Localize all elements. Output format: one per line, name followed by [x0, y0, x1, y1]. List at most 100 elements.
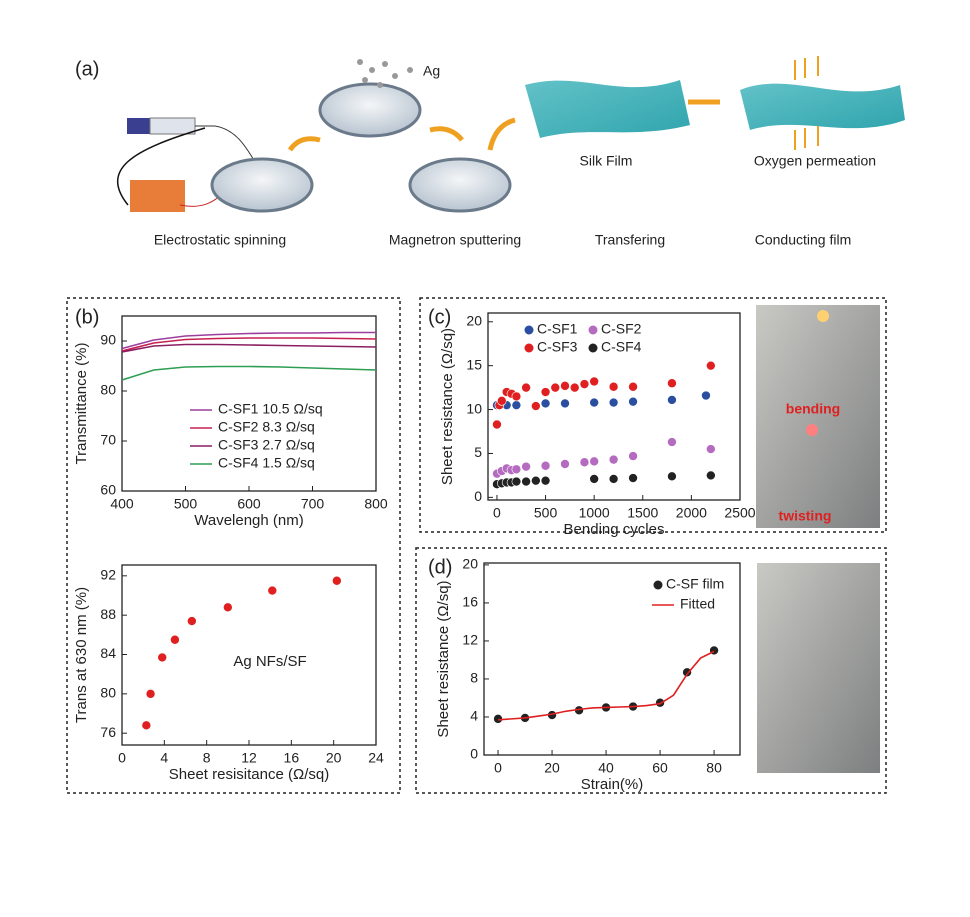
- plot-frame: [487, 312, 741, 501]
- data-point: [157, 652, 168, 663]
- x-tick-label: 1500: [627, 505, 658, 521]
- data-point: [511, 391, 522, 402]
- y-tick-label: 15: [466, 356, 482, 372]
- legend-swatch: [653, 580, 663, 590]
- legend-label: C-SF2: [601, 321, 642, 337]
- y-axis-label: Sheet resistance (Ω/sq): [435, 580, 452, 737]
- data-point: [540, 475, 551, 486]
- data-point: [540, 460, 551, 471]
- data-point: [145, 689, 156, 699]
- step-label: Silk Film: [580, 153, 633, 169]
- photo: [756, 305, 880, 528]
- data-point: [511, 400, 522, 410]
- data-point: [531, 401, 541, 411]
- legend-label: C-SF4 1.5 Ω/sq: [218, 455, 315, 471]
- x-tick-label: 20: [544, 760, 560, 776]
- x-tick-label: 600: [237, 496, 261, 512]
- legend-label: C-SF3 2.7 Ω/sq: [218, 437, 315, 453]
- data-point: [589, 397, 599, 408]
- wire: [116, 127, 206, 206]
- y-tick-label: 16: [462, 594, 478, 610]
- x-tick-label: 16: [284, 750, 300, 766]
- led: [817, 310, 829, 322]
- data-point: [579, 457, 590, 468]
- step-label: Magnetron sputtering: [389, 232, 521, 248]
- x-tick-label: 2500: [724, 505, 755, 521]
- y-tick-label: 10: [466, 400, 482, 416]
- led: [806, 424, 818, 436]
- data-point: [511, 476, 522, 487]
- y-tick-label: 60: [100, 482, 116, 498]
- data-point: [521, 476, 531, 487]
- legend-swatch: [588, 325, 598, 335]
- legend-swatch: [524, 343, 534, 353]
- x-tick-label: 24: [368, 750, 384, 766]
- silk-film: [525, 80, 690, 138]
- syringe-body: [149, 117, 196, 135]
- x-axis-label: Strain(%): [581, 776, 644, 793]
- y-tick-label: 0: [474, 488, 482, 504]
- panel-label: (d): [428, 556, 452, 578]
- x-tick-label: 4: [160, 750, 168, 766]
- data-point: [332, 575, 342, 586]
- data-point: [589, 456, 599, 467]
- data-point: [608, 381, 619, 392]
- data-point: [589, 474, 599, 484]
- arrow: [287, 136, 321, 152]
- y-tick-label: 88: [100, 606, 116, 622]
- legend-label: C-SF film: [666, 576, 724, 592]
- data-point: [540, 398, 551, 409]
- data-point: [667, 395, 677, 405]
- x-axis-label: Sheet resisitance (Ω/sq): [169, 766, 329, 783]
- data-point: [521, 382, 531, 393]
- data-point: [667, 378, 677, 389]
- legend-label: C-SF1 10.5 Ω/sq: [218, 401, 323, 417]
- x-tick-label: 500: [174, 496, 198, 512]
- data-point: [223, 602, 233, 613]
- x-tick-label: 0: [493, 505, 501, 521]
- oxygen-arrows: [794, 56, 819, 150]
- panel-frame: [415, 547, 887, 794]
- data-point: [706, 444, 716, 454]
- data-point: [531, 475, 541, 486]
- data-point: [170, 634, 180, 645]
- legend-label: C-SF1: [537, 321, 578, 337]
- legend-swatch: [588, 343, 598, 353]
- x-tick-label: 2000: [676, 505, 707, 521]
- y-axis-label: Transmittance (%): [73, 343, 90, 465]
- data-point: [706, 360, 716, 371]
- panel-label: (c): [428, 306, 451, 328]
- data-point: [701, 390, 711, 401]
- x-tick-label: 12: [241, 750, 257, 766]
- disk: [318, 82, 422, 138]
- data-point: [560, 459, 570, 469]
- data-point: [141, 720, 152, 731]
- data-point: [667, 471, 677, 482]
- x-tick-label: 8: [203, 750, 211, 766]
- photo-label: twisting: [779, 508, 832, 524]
- step-label: Transfering: [595, 232, 665, 248]
- data-point: [569, 382, 580, 393]
- data-point: [560, 398, 570, 409]
- data-point: [608, 454, 619, 465]
- panel-label: (a): [75, 58, 99, 80]
- data-point: [267, 585, 278, 596]
- step-label: Conducting film: [755, 232, 852, 248]
- x-tick-label: 0: [118, 750, 126, 766]
- x-tick-label: 0: [494, 760, 502, 776]
- y-tick-label: 0: [470, 746, 478, 762]
- data-point: [628, 451, 638, 461]
- panel-label: (b): [75, 306, 99, 328]
- y-tick-label: 5: [474, 444, 482, 460]
- ag-particles: [357, 59, 413, 88]
- data-point: [511, 464, 522, 475]
- y-tick-label: 4: [470, 708, 478, 724]
- x-tick-label: 700: [301, 496, 325, 512]
- step-label: Electrostatic spinning: [154, 232, 286, 248]
- conducting-film: [740, 83, 905, 130]
- y-tick-label: 76: [100, 724, 116, 740]
- annotation: Ag NFs/SF: [233, 653, 306, 670]
- x-tick-label: 400: [110, 496, 134, 512]
- data-point: [497, 395, 507, 406]
